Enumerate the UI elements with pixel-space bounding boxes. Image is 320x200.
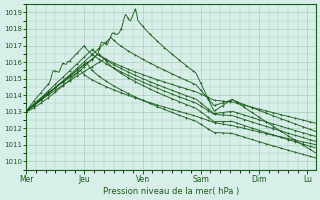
X-axis label: Pression niveau de la mer( hPa ): Pression niveau de la mer( hPa ) — [103, 187, 239, 196]
